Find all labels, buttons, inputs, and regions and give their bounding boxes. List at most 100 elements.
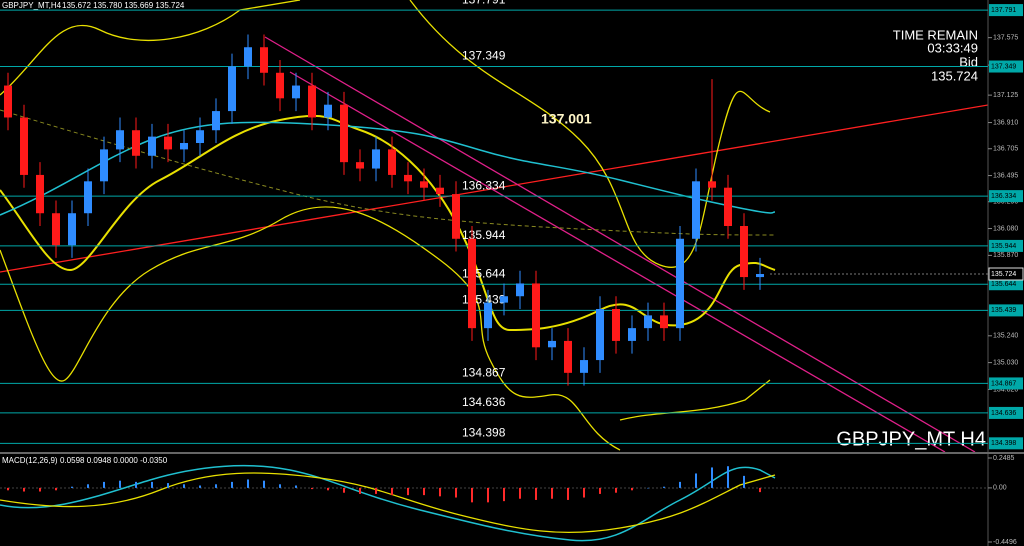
macd-bar: [39, 487, 41, 492]
candle-body: [612, 308, 620, 341]
candle-body: [692, 181, 700, 239]
candle-body: [308, 85, 316, 118]
macd-bar: [135, 481, 137, 488]
macd-bar: [295, 485, 297, 488]
bid-box: [988, 267, 1024, 281]
macd-bar: [711, 467, 713, 488]
moving-average: [0, 109, 776, 236]
candle-body: [548, 340, 556, 348]
y-tick-label: 136.080: [993, 225, 1018, 232]
macd-bar: [743, 475, 745, 488]
macd-bar: [343, 487, 345, 493]
candle-body: [708, 181, 716, 188]
level-label: 136.334: [462, 178, 506, 192]
level-label: 134.867: [462, 366, 506, 380]
level-box-label: 134.636: [991, 410, 1016, 417]
level-box: [989, 377, 1023, 390]
candle-body: [4, 85, 12, 118]
bid-label: Bid: [959, 54, 978, 69]
candle-body: [724, 187, 732, 226]
macd-bar: [167, 483, 169, 488]
candle-body: [388, 149, 396, 175]
level-box-label: 135.944: [991, 243, 1016, 250]
macd-bar: [599, 487, 601, 494]
level-box: [989, 60, 1023, 73]
macd-bar: [71, 486, 73, 488]
level-label: 134.398: [462, 425, 506, 439]
macd-bar: [423, 487, 425, 496]
macd-bar: [663, 486, 665, 488]
level-box-label: 135.644: [991, 281, 1016, 288]
macd-bar: [231, 481, 233, 488]
macd-bar: [391, 487, 393, 496]
candle-body: [148, 136, 156, 156]
candle-body: [20, 117, 28, 175]
candle-body: [660, 315, 668, 329]
level-box-label: 137.349: [991, 63, 1016, 70]
candle-body: [68, 213, 76, 246]
macd-bar: [439, 487, 441, 497]
level-box: [989, 437, 1023, 450]
macd-bar: [631, 487, 633, 491]
candle-body: [228, 66, 236, 112]
candle-body: [516, 283, 524, 297]
macd-bar: [679, 481, 681, 488]
candle-body: [404, 174, 412, 182]
level-box: [989, 278, 1023, 291]
candle-body: [580, 360, 588, 373]
band-upper: [0, 0, 771, 268]
candle-body: [468, 238, 476, 329]
candle-body: [436, 187, 444, 195]
candle-body: [132, 130, 140, 156]
level-box-label: 136.334: [991, 193, 1016, 200]
macd-bar: [263, 480, 265, 488]
y-tick-label: 137.575: [993, 35, 1018, 42]
candle-body: [52, 213, 60, 246]
macd-bar: [55, 487, 57, 491]
candle-body: [116, 130, 124, 150]
macd-title: MACD(12,26,9): [2, 456, 58, 465]
candle-body: [36, 174, 44, 214]
macd-bar: [519, 487, 521, 499]
macd-bar: [695, 473, 697, 488]
level-box: [989, 239, 1023, 252]
candle-body: [180, 143, 188, 150]
y-tick-label: 137.125: [993, 92, 1018, 99]
bid-box-label: 135.724: [991, 271, 1016, 278]
candle-body: [100, 149, 108, 182]
candle-body: [164, 136, 172, 150]
watermark: GBPJPY_MT H4: [836, 428, 986, 450]
y-tick-label: 0.00: [993, 485, 1007, 492]
macd-bar: [759, 487, 761, 493]
candle-body: [260, 47, 268, 73]
y-tick-label: 136.705: [993, 146, 1018, 153]
candle-body: [196, 130, 204, 144]
macd-bar: [87, 484, 89, 488]
macd-bar: [359, 487, 361, 494]
candle-body: [244, 47, 252, 67]
macd-bar: [327, 487, 329, 491]
macd-bar: [551, 487, 553, 499]
level-label: 137.791: [462, 0, 506, 6]
level-label: 137.349: [462, 49, 506, 63]
macd-values: 0.0598 0.0948 0.0000 -0.0350: [60, 456, 168, 465]
candle-body: [596, 308, 604, 361]
level-box-label: 134.398: [991, 440, 1016, 447]
macd-bar: [119, 480, 121, 488]
time-remain-value: 03:33:49: [927, 40, 978, 55]
macd-bar: [583, 487, 585, 498]
macd-bar: [199, 485, 201, 488]
y-tick-label: 0.2485: [993, 455, 1015, 462]
macd-bar: [727, 466, 729, 488]
time-remain-label: TIME REMAIN: [893, 27, 978, 42]
candle-body: [676, 238, 684, 329]
macd-bar: [311, 487, 313, 490]
candle-body: [628, 328, 636, 341]
macd-bar: [647, 487, 649, 489]
bid-value: 135.724: [931, 68, 978, 83]
trend-line: [0, 104, 988, 273]
level-box: [989, 406, 1023, 419]
candle-body: [292, 85, 300, 99]
y-tick-label: 136.910: [993, 119, 1018, 126]
